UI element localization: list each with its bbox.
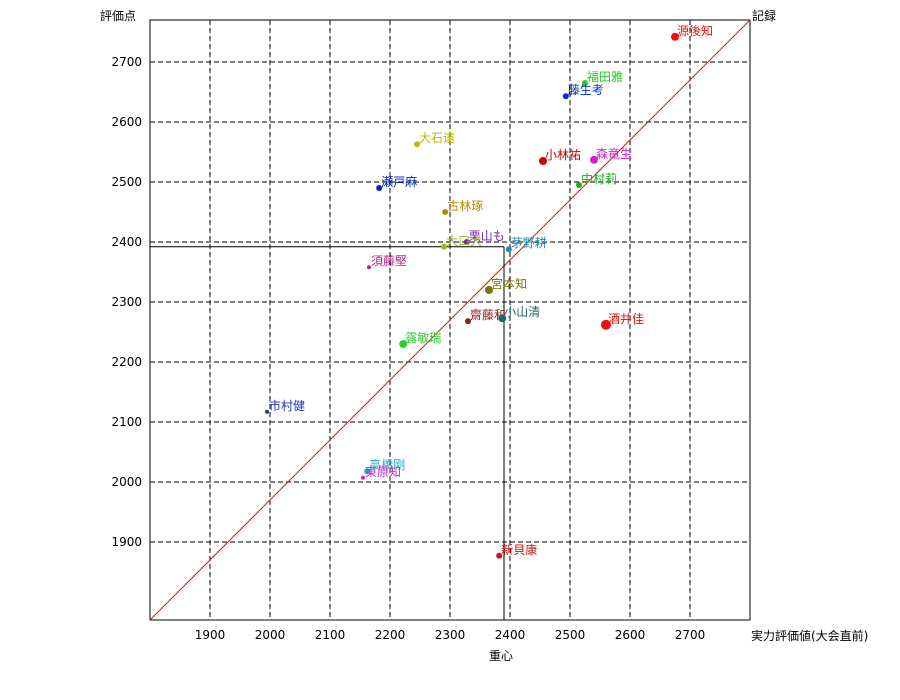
- data-point-label: 栗山も: [469, 229, 505, 243]
- y-tick-label: 2000: [111, 475, 142, 489]
- data-point-label: 大石遠: [419, 131, 455, 145]
- data-point-label: 小山清: [504, 305, 540, 319]
- data-point-label: 古林琢: [447, 198, 483, 213]
- data-point-label: 市村健: [269, 398, 305, 413]
- data-point-label: 高橋剛: [369, 457, 405, 472]
- x-tick-label: 2600: [615, 628, 646, 642]
- x-tick-label: 2000: [255, 628, 286, 642]
- data-point-label: 小林祐: [545, 148, 581, 162]
- data-point: [601, 319, 611, 330]
- grid-lines: [150, 20, 750, 620]
- y-tick-label: 2500: [111, 175, 142, 189]
- data-point: [442, 209, 449, 215]
- data-point: [671, 32, 679, 41]
- data-point: [414, 141, 420, 148]
- data-point: [539, 157, 547, 165]
- data-point-label: 新貝康: [501, 542, 537, 557]
- x-tick-label: 2100: [315, 628, 346, 642]
- data-point: [485, 286, 493, 294]
- x-tick-label: 2400: [495, 628, 526, 642]
- y-tick-label: 2300: [111, 295, 142, 309]
- data-point: [465, 318, 471, 325]
- data-point: [367, 265, 371, 270]
- data-point-label: 福田雅: [587, 69, 623, 84]
- data-point: [376, 185, 383, 191]
- data-point: [361, 475, 365, 480]
- data-point-label: 森竜生: [596, 146, 632, 161]
- data-point-label: 酒井佳: [608, 312, 644, 326]
- x-tick-labels: 1900 2000 2100 2200 2300 2400 2500 2600 2700: [195, 628, 706, 642]
- x-tick-label: 2700: [675, 628, 706, 642]
- data-point-label: 須藤堅: [371, 254, 407, 268]
- y-tick-label: 2200: [111, 355, 142, 369]
- data-point-label: 中村莉: [581, 171, 617, 186]
- data-point: [590, 155, 598, 164]
- x-tick-label: 2300: [435, 628, 466, 642]
- y-tick-label: 2700: [111, 55, 142, 69]
- x-tick-label: 1900: [195, 628, 226, 642]
- data-point: [582, 80, 588, 86]
- data-point: [441, 243, 447, 250]
- data-point: [463, 239, 470, 245]
- x-tick-label: 2500: [555, 628, 586, 642]
- data-point-label: 露敏瑞: [405, 330, 441, 345]
- y-tick-labels: 1900 2000 2100 2200 2300 2400 2500 2600 2700: [111, 55, 142, 549]
- data-point: [265, 409, 269, 414]
- data-point: [364, 468, 371, 475]
- data-point-label: 宮本知: [491, 276, 527, 291]
- y-axis-label: 評価点: [100, 8, 136, 23]
- x-axis-label: 実力評価値(大会直前): [751, 628, 868, 643]
- data-point: [562, 93, 569, 100]
- data-point-label: 齋藤和: [470, 307, 506, 322]
- data-point: [505, 246, 512, 253]
- data-point-label: 大口大: [446, 234, 482, 248]
- data-point-label: 瀬戸麻: [381, 174, 417, 189]
- data-point-label: 茅野耕: [511, 235, 547, 250]
- data-point-label: 源後知: [677, 24, 713, 38]
- y-tick-label: 2400: [111, 235, 142, 249]
- diagonal-reference-line: [149, 19, 751, 621]
- data-point-label: 東原知: [365, 465, 401, 479]
- data-point-label: 藤生考: [568, 83, 604, 97]
- data-point: [496, 552, 503, 559]
- y-tick-label: 2600: [111, 115, 142, 129]
- data-point: [399, 340, 408, 348]
- corner-label: 記録: [752, 8, 776, 23]
- data-point: [576, 182, 582, 188]
- centroid-label: 重心: [489, 649, 513, 663]
- y-tick-label: 2100: [111, 415, 142, 429]
- y-tick-label: 1900: [111, 535, 142, 549]
- data-point: [498, 314, 507, 323]
- x-tick-label: 2200: [375, 628, 406, 642]
